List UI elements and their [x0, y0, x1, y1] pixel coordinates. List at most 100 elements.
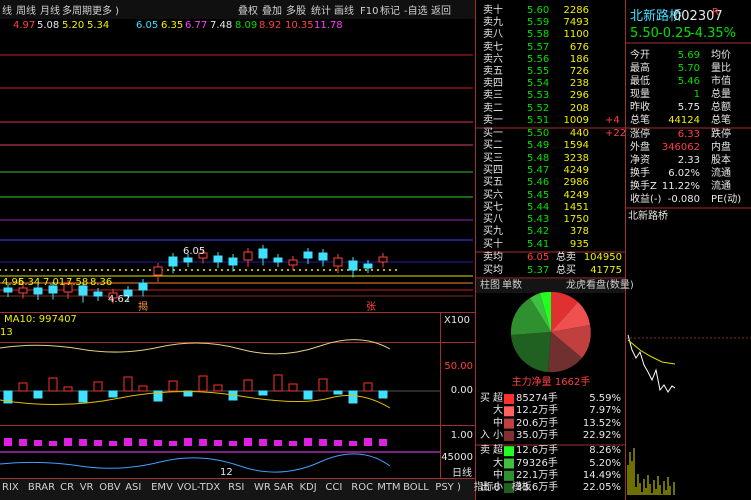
axis-label: 50.00: [444, 361, 473, 372]
indicator-tab[interactable]: VR: [79, 482, 94, 493]
flow-size: 超: [493, 393, 503, 404]
toolbar-button[interactable]: 线: [2, 6, 12, 17]
book-volume: 378: [569, 226, 589, 238]
toolbar-button[interactable]: 多股: [286, 6, 306, 17]
ma-dot: [203, 269, 205, 271]
toolbar-button[interactable]: 画线: [334, 6, 354, 17]
ma-dot: [215, 269, 217, 271]
indicator-tab[interactable]: RIX: [2, 482, 19, 493]
sub-bar: [154, 440, 162, 446]
summary-price: 5.37: [527, 264, 550, 276]
book-price: 5.47: [527, 164, 550, 176]
flow-percent: 22.05%: [582, 482, 621, 494]
indicator-tab[interactable]: CCI: [325, 482, 343, 493]
toolbar-button[interactable]: 周线: [16, 6, 36, 17]
flow-amount: 20.6万手: [516, 417, 559, 429]
book-volume: 186: [569, 53, 589, 65]
osc-bar: [3, 390, 13, 404]
sub-bar: [34, 440, 42, 446]
toolbar-button[interactable]: 统计: [311, 6, 331, 17]
toolbar-button[interactable]: F10: [360, 6, 379, 17]
sub-bar: [349, 441, 357, 446]
ma-dot: [95, 269, 97, 271]
candle-body: [258, 248, 268, 259]
indicator-tab[interactable]: CR: [60, 482, 75, 493]
indicator-tab[interactable]: WR: [254, 482, 271, 493]
book-change: +22: [605, 128, 627, 139]
ma-dot: [179, 269, 181, 271]
price-label: 6.34: [18, 277, 41, 288]
summary-label: 卖均: [483, 252, 503, 263]
candle-body: [198, 252, 208, 259]
sub-bar: [109, 441, 117, 446]
indicator-tab[interactable]: SAR: [273, 482, 294, 493]
ma-dot: [83, 269, 85, 271]
ma-dot: [41, 269, 43, 271]
ma-value: 10.35: [285, 20, 314, 31]
toolbar-bg: [0, 0, 475, 19]
ma-dot: [89, 269, 91, 271]
panel-tab[interactable]: 龙虎看盘(数量): [566, 280, 634, 291]
ma-dot: [269, 269, 271, 271]
ma-dot: [227, 269, 229, 271]
osc-bar: [378, 390, 388, 399]
ma-dot: [35, 269, 37, 271]
indicator-tab[interactable]: ASI: [125, 482, 142, 493]
quote-label: 总额: [711, 101, 731, 113]
indicator-tab[interactable]: PSY ): [435, 482, 461, 493]
ma-dot: [137, 269, 139, 271]
toolbar-button[interactable]: 更多 ): [92, 6, 120, 17]
indicator-tab[interactable]: KDJ: [299, 482, 317, 493]
stock-code: 002307: [673, 9, 723, 24]
indicator-tab[interactable]: VOL-TDX: [177, 482, 221, 493]
summary-total: 41775: [590, 264, 622, 276]
book-volume: 726: [569, 66, 589, 77]
candle-body: [333, 257, 343, 267]
toolbar-button[interactable]: 叠加: [262, 6, 282, 17]
toolbar-button[interactable]: 月线: [40, 6, 60, 17]
indicator-tab[interactable]: BRAR: [27, 482, 56, 493]
book-price: 5.50: [527, 128, 550, 139]
toolbar-button[interactable]: 叠权: [238, 6, 258, 17]
book-volume: 1750: [563, 214, 589, 226]
toolbar-button[interactable]: 多周期: [62, 6, 92, 17]
toolbar-button[interactable]: 标记: [380, 6, 400, 17]
flow-swatch: [504, 418, 514, 429]
book-label: 买四: [483, 164, 503, 176]
book-price: 5.51: [527, 114, 550, 126]
indicator-tab[interactable]: MTM: [377, 482, 401, 493]
ma-dot: [59, 269, 61, 271]
indicator-value: 13: [0, 327, 13, 338]
toolbar-button[interactable]: 返回: [431, 6, 451, 17]
indicator-tab[interactable]: BOLL: [403, 482, 429, 493]
indicator-tab[interactable]: 指标B: [473, 482, 501, 493]
osc-bar: [363, 382, 373, 392]
pie-slice: [548, 332, 582, 373]
book-volume: 296: [569, 90, 589, 102]
indicator-tab[interactable]: 模板: [511, 482, 532, 493]
sub-bar: [4, 438, 12, 446]
quote-value: 5.75: [677, 101, 700, 113]
panel-tab[interactable]: 柱图: [480, 280, 500, 291]
toolbar-button[interactable]: -自选: [404, 6, 428, 17]
panel-tab[interactable]: 单数: [502, 280, 522, 291]
mini-price: [627, 334, 676, 393]
summary-label: 总买: [556, 264, 576, 276]
candle-body: [318, 252, 328, 261]
ma-dot: [167, 269, 169, 271]
flow-percent: 8.26%: [589, 445, 621, 457]
indicator-tab[interactable]: ROC: [351, 482, 374, 493]
indicator-tab[interactable]: OBV: [99, 482, 121, 493]
flow-amount: 12.6万手: [516, 445, 559, 457]
candle-body: [303, 251, 313, 259]
osc-bar: [63, 386, 73, 392]
axis-label: 45000: [441, 452, 473, 463]
quote-value: -0.080: [667, 193, 700, 205]
book-price: 5.42: [527, 226, 550, 238]
book-volume: 1009: [563, 114, 589, 126]
indicator-tab[interactable]: RSI: [228, 482, 245, 493]
quote-label: 现量: [630, 88, 650, 100]
ma-dot: [383, 269, 385, 271]
indicator-tab[interactable]: EMV: [151, 482, 173, 493]
flow-side: 买: [480, 393, 490, 404]
